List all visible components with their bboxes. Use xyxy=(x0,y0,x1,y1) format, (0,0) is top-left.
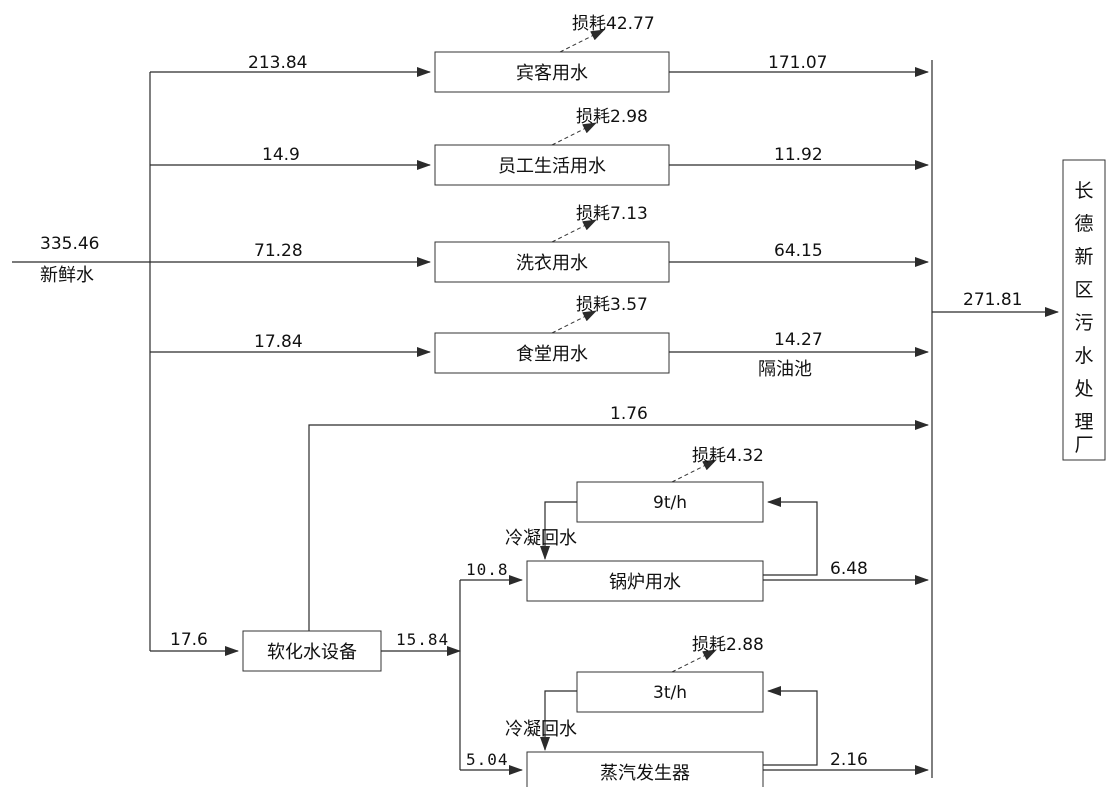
steam-cycle-label: 3t/h xyxy=(653,683,687,703)
laundry-loss-label: 损耗7.13 xyxy=(576,204,648,224)
boiler-loss-label: 损耗4.32 xyxy=(692,446,764,466)
boiler-steam-arrow xyxy=(763,497,818,576)
steam-condensate-arrow xyxy=(540,690,577,751)
steam-generator-label: 蒸汽发生器 xyxy=(600,763,690,784)
staff-loss-label: 损耗2.98 xyxy=(576,107,648,127)
canteen-loss-label: 损耗3.57 xyxy=(576,295,648,315)
boiler-box xyxy=(526,560,764,602)
canteen-loss-arrow xyxy=(551,310,597,334)
boiler-out-value: 6.48 xyxy=(830,559,868,579)
boiler-loss-arrow xyxy=(671,459,717,483)
guest-water-label: 宾客用水 xyxy=(516,63,588,84)
guest-out-value: 171.07 xyxy=(768,53,827,73)
canteen-out-value: 14.27 xyxy=(774,330,823,350)
steam-out-value: 2.16 xyxy=(830,750,868,770)
guest-loss-arrow xyxy=(559,29,605,53)
staff-in-value: 14.9 xyxy=(262,145,300,165)
softener-bypass-arrow xyxy=(308,420,929,631)
fresh-water-label: 新鲜水 xyxy=(40,265,94,286)
steam-loss-label: 损耗2.88 xyxy=(692,635,764,655)
laundry-out-value: 64.15 xyxy=(774,241,823,261)
boiler-condensate-arrow xyxy=(540,501,577,560)
plant-inflow-value: 271.81 xyxy=(963,290,1022,310)
plant-char: 理 xyxy=(1074,411,1093,433)
steam-loss-arrow xyxy=(671,649,717,673)
laundry-loss-arrow xyxy=(551,219,597,243)
softener-label: 软化水设备 xyxy=(267,642,357,663)
plant-char: 德 xyxy=(1074,213,1093,235)
steam-cycle-box xyxy=(576,671,764,713)
guest-loss-label: 损耗42.77 xyxy=(572,14,655,34)
guest-in-value: 213.84 xyxy=(248,53,307,73)
plant-char: 厂 xyxy=(1074,434,1093,456)
plant-char: 水 xyxy=(1074,345,1093,367)
laundry-water-box xyxy=(434,241,670,283)
staff-loss-arrow xyxy=(551,122,597,146)
laundry-water-label: 洗衣用水 xyxy=(516,253,588,274)
plant-char: 处 xyxy=(1074,378,1093,400)
canteen-water-label: 食堂用水 xyxy=(516,344,588,365)
boiler-condensate-label: 冷凝回水 xyxy=(505,528,577,549)
treatment-plant-box xyxy=(1062,159,1106,461)
grease-trap-label: 隔油池 xyxy=(758,359,812,380)
steam-cycle-arrow xyxy=(763,686,818,766)
steam-generator-box xyxy=(526,751,764,787)
plant-char: 区 xyxy=(1074,279,1093,301)
plant-char: 长 xyxy=(1074,180,1093,202)
canteen-in-value: 17.84 xyxy=(254,332,303,352)
staff-out-value: 11.92 xyxy=(774,145,823,165)
steam-in-value: 5.04 xyxy=(466,750,509,769)
boiler-label: 锅炉用水 xyxy=(609,572,681,593)
staff-water-label: 员工生活用水 xyxy=(498,156,606,177)
boiler-cycle-label: 9t/h xyxy=(653,493,687,513)
steam-condensate-label: 冷凝回水 xyxy=(505,719,577,740)
plant-char: 污 xyxy=(1074,312,1093,334)
softener-bypass-value: 1.76 xyxy=(610,404,648,424)
fresh-water-value: 335.46 xyxy=(40,234,99,254)
guest-water-box xyxy=(434,51,670,93)
canteen-water-box xyxy=(434,332,670,374)
softener-out-value: 15.84 xyxy=(396,630,449,649)
plant-char: 新 xyxy=(1074,246,1093,268)
softener-box xyxy=(242,630,382,672)
boiler-in-value: 10.8 xyxy=(466,560,509,579)
softener-in-value: 17.6 xyxy=(170,630,208,650)
laundry-in-value: 71.28 xyxy=(254,241,303,261)
